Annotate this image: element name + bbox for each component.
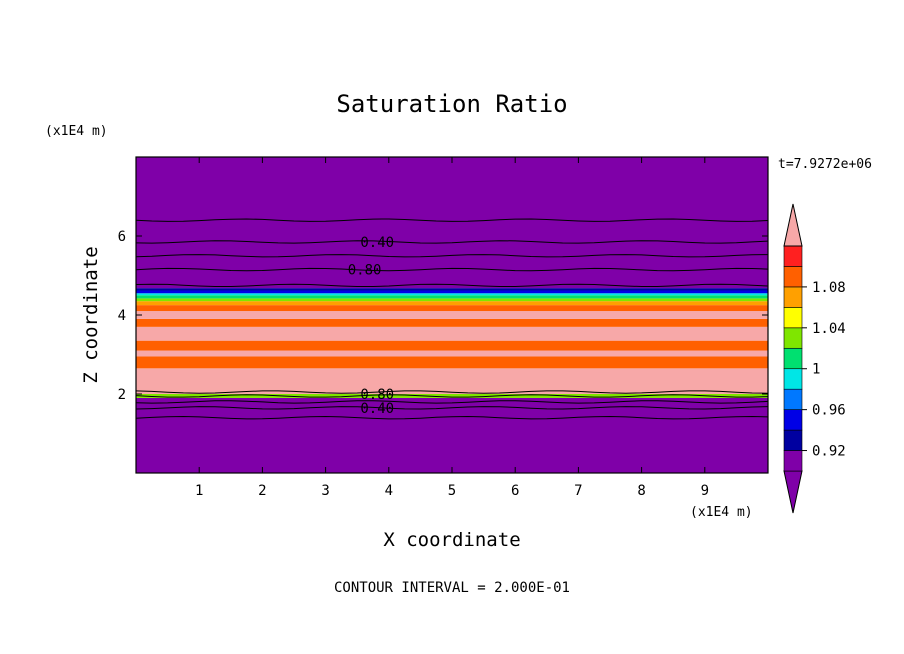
contour-band <box>136 290 768 294</box>
colorbar-segment <box>783 450 803 472</box>
x-axis-ticks: 1 2 3 4 5 6 7 8 9 <box>195 157 709 499</box>
colorbar-label: 1.04 <box>812 321 846 337</box>
colorbar-above-triangle <box>783 203 803 247</box>
contour-line <box>135 406 769 410</box>
x-tick-label: 5 <box>448 483 456 499</box>
colorbar-label: 0.96 <box>812 403 846 419</box>
z-unit-label: (x1E4 m) <box>45 124 108 139</box>
contour-interval-note: CONTOUR INTERVAL = 2.000E-01 <box>334 580 570 596</box>
contour-band <box>136 293 768 296</box>
contour-line <box>135 390 769 394</box>
colorbar-segment <box>783 307 803 329</box>
contour-label: 0.80 <box>348 263 382 279</box>
colorbar-segment <box>783 245 803 267</box>
contour-band <box>136 340 768 351</box>
z-tick-label: 6 <box>118 229 126 245</box>
y-axis-label: Z coordinate <box>80 246 102 383</box>
contour-band <box>136 157 768 289</box>
colorbar-segment <box>783 327 803 349</box>
x-tick-label: 1 <box>195 483 203 499</box>
contour-band <box>136 298 768 302</box>
contour-label: 0.40 <box>360 401 394 417</box>
contour-line <box>135 394 769 398</box>
contour-label: 0.40 <box>360 235 394 251</box>
contour-line-layer <box>135 218 769 420</box>
colorbar-label: 0.92 <box>812 444 846 460</box>
contour-band <box>136 311 768 319</box>
x-unit-label: (x1E4 m) <box>690 505 753 520</box>
contour-band <box>136 350 768 357</box>
contour-band <box>136 305 768 312</box>
contour-band <box>136 301 768 306</box>
colorbar-segment <box>783 388 803 410</box>
x-tick-label: 7 <box>574 483 582 499</box>
contour-band <box>136 394 768 398</box>
contour-line <box>135 218 769 222</box>
z-axis-ticks: 2 4 6 <box>118 229 768 403</box>
x-tick-label: 9 <box>701 483 709 499</box>
contour-band <box>136 318 768 327</box>
colorbar-label: 1.08 <box>812 280 846 296</box>
colorbar-segment <box>783 429 803 451</box>
contour-line <box>135 283 769 287</box>
x-tick-label: 4 <box>385 483 393 499</box>
colorbar-segment <box>783 266 803 288</box>
time-label: t=7.9272e+06 <box>778 157 872 172</box>
contour-fill-layer <box>136 157 768 473</box>
contour-label: 0.80 <box>360 387 394 403</box>
contour-label-layer: 0.400.800.800.40 <box>348 235 394 417</box>
contour-band <box>136 295 768 299</box>
contour-band <box>136 288 768 291</box>
contour-line <box>135 254 769 258</box>
z-tick-label: 2 <box>118 387 126 403</box>
x-tick-label: 6 <box>511 483 519 499</box>
chart-title: Saturation Ratio <box>336 90 567 118</box>
z-tick-label: 4 <box>118 308 126 324</box>
contour-line <box>135 400 769 404</box>
x-tick-label: 2 <box>258 483 266 499</box>
contour-line <box>135 267 769 272</box>
contour-band <box>136 368 768 394</box>
contour-band <box>136 356 768 369</box>
colorbar: 1.08 1.04 1 0.96 0.92 <box>783 203 846 514</box>
x-axis-label: X coordinate <box>383 529 520 551</box>
contour-band <box>136 397 768 473</box>
colorbar-below-triangle <box>783 470 803 514</box>
x-tick-label: 3 <box>321 483 329 499</box>
colorbar-segment <box>783 286 803 308</box>
colorbar-segment <box>783 347 803 370</box>
x-tick-label: 8 <box>637 483 645 499</box>
contour-line <box>135 415 769 420</box>
colorbar-segment <box>783 368 803 390</box>
colorbar-segment <box>783 409 803 431</box>
colorbar-label: 1 <box>812 362 820 378</box>
contour-line <box>135 240 769 244</box>
contour-band <box>136 326 768 341</box>
